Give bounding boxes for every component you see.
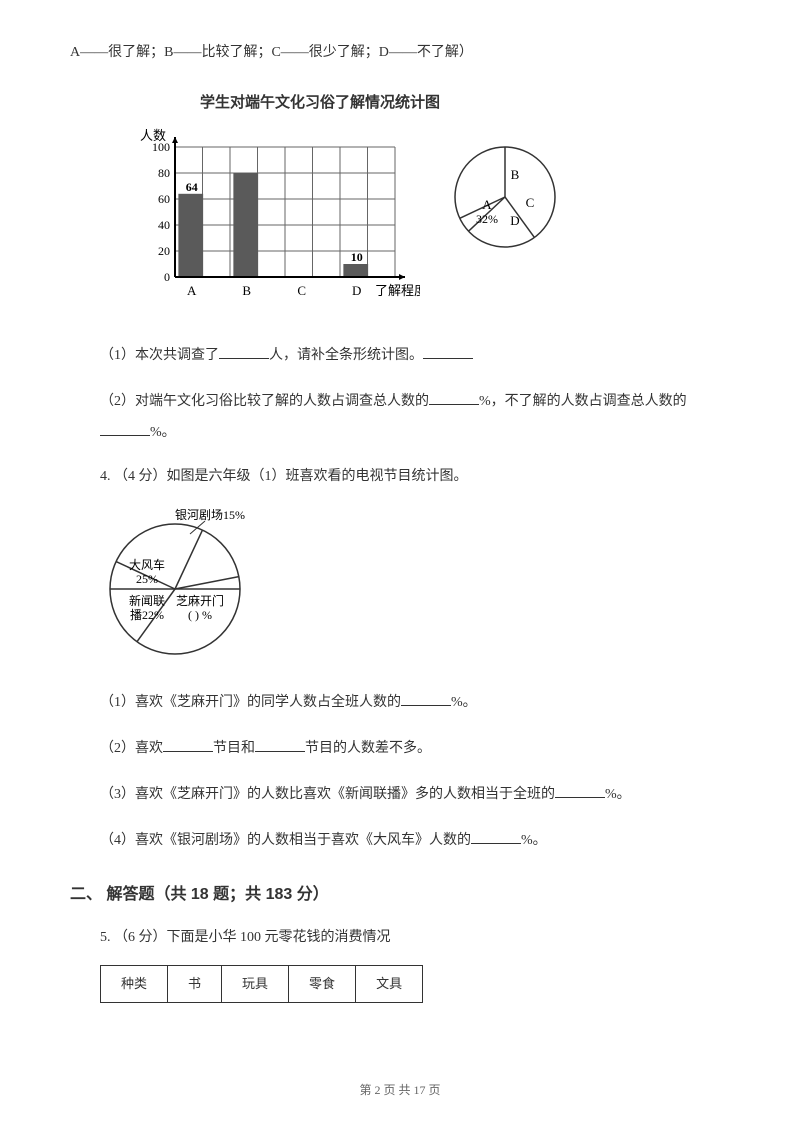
q4-4: （4）喜欢《银河剧场》的人数相当于喜欢《大风车》人数的 %。 [100,826,730,857]
svg-text:B: B [242,283,251,298]
pie-chart-2-section: 银河剧场15% 大风车25% 新闻联播22% 芝麻开门( ) % [100,504,730,673]
svg-text:25%: 25% [136,572,158,586]
chart1-title: 学生对端午文化习俗了解情况统计图 [130,90,510,117]
svg-text:40: 40 [158,218,170,232]
table-cell: 种类 [101,966,168,1002]
blank [255,736,305,752]
table-cell: 文具 [356,966,423,1002]
section2-title: 二、 解答题（共 18 题；共 183 分） [70,881,730,910]
page-footer: 第 2 页 共 17 页 [0,1080,800,1102]
q1-2b-text: %，不了解的人数占调查总人数的 [479,394,687,409]
q1-1-text: （1）本次共调查了 [100,348,219,363]
svg-text:新闻联: 新闻联 [129,593,165,608]
svg-text:大风车: 大风车 [129,557,165,572]
table-cell: 零食 [289,966,356,1002]
svg-text:C: C [297,283,306,298]
blank [471,828,521,844]
svg-text:32%: 32% [476,212,498,226]
blank [401,690,451,706]
q1-2a-text: （2）对端午文化习俗比较了解的人数占调查总人数的 [100,394,429,409]
q5-intro: 5. （6 分）下面是小华 100 元零花钱的消费情况 [100,925,730,950]
svg-text:20: 20 [158,244,170,258]
chart1-section: 学生对端午文化习俗了解情况统计图 人数02040608010064ABC10D了… [130,90,730,321]
svg-text:芝麻开门: 芝麻开门 [176,593,224,608]
blank [423,343,473,359]
q4-intro: 4. （4 分）如图是六年级（1）班喜欢看的电视节目统计图。 [100,464,730,489]
svg-text:播22%: 播22% [130,608,164,622]
table-cell: 书 [168,966,222,1002]
q1-2: （2）对端午文化习俗比较了解的人数占调查总人数的 %，不了解的人数占调查总人数的%… [100,387,730,449]
q4-2b-text: 节目和 [213,741,255,756]
svg-text:60: 60 [158,192,170,206]
q1-1b-text: 人，请补全条形统计图。 [269,348,423,363]
svg-text:0: 0 [164,270,170,284]
bar-chart: 人数02040608010064ABC10D了解程度 [130,122,420,321]
svg-text:C: C [526,195,535,210]
svg-text:( ) %: ( ) % [188,608,212,622]
q4-2: （2）喜欢 节目和 节目的人数差不多。 [100,734,730,765]
svg-text:了解程度: 了解程度 [375,283,420,298]
q4-3b-text: %。 [605,787,631,802]
q1-1: （1）本次共调查了 人，请补全条形统计图。 [100,341,730,372]
q4-4a-text: （4）喜欢《银河剧场》的人数相当于喜欢《大风车》人数的 [100,833,471,848]
q4-2c-text: 节目的人数差不多。 [305,741,431,756]
pie-chart-1: ABCD32% [445,142,565,271]
svg-text:D: D [352,283,361,298]
blank [429,389,479,405]
svg-text:10: 10 [351,250,363,264]
q1-2c-text: %。 [150,425,176,440]
svg-text:80: 80 [158,166,170,180]
svg-text:A: A [187,283,197,298]
q4-3: （3）喜欢《芝麻开门》的人数比喜欢《新闻联播》多的人数相当于全班的 %。 [100,780,730,811]
q4-2a-text: （2）喜欢 [100,741,163,756]
blank [100,420,150,436]
spending-table: 种类书玩具零食文具 [100,965,423,1002]
q4-3a-text: （3）喜欢《芝麻开门》的人数比喜欢《新闻联播》多的人数相当于全班的 [100,787,555,802]
svg-text:64: 64 [186,180,198,194]
q4-1b-text: %。 [451,695,477,710]
q4-4b-text: %。 [521,833,547,848]
svg-text:100: 100 [152,140,170,154]
svg-text:D: D [510,213,519,228]
svg-text:银河剧场15%: 银河剧场15% [175,508,245,522]
blank [163,736,213,752]
q4-1: （1）喜欢《芝麻开门》的同学人数占全班人数的 %。 [100,688,730,719]
q4-1-text: （1）喜欢《芝麻开门》的同学人数占全班人数的 [100,695,401,710]
pie-chart-2: 银河剧场15% 大风车25% 新闻联播22% 芝麻开门( ) % [100,504,280,664]
svg-text:B: B [511,167,520,182]
blank [219,343,269,359]
table-cell: 玩具 [222,966,289,1002]
blank [555,782,605,798]
legend-text: A——很了解；B——比较了解；C——很少了解；D——不了解） [70,40,730,65]
